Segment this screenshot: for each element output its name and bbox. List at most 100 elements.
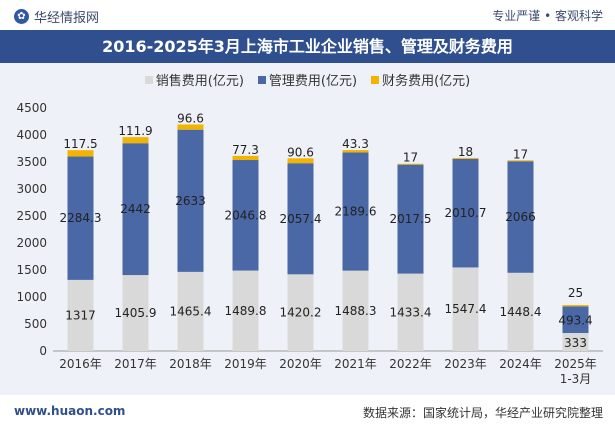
data-source: 数据来源：国家统计局，华经产业研究院整理 bbox=[362, 406, 603, 420]
bar-0-4 bbox=[287, 274, 314, 351]
bar-0-0 bbox=[67, 279, 94, 351]
data-label-0-9: 333 bbox=[564, 336, 587, 350]
data-label-0-6: 1433.4 bbox=[390, 305, 432, 319]
x-tick-label-4: 2020年 bbox=[279, 357, 322, 371]
website-url[interactable]: www.huaon.com bbox=[14, 404, 126, 418]
slogan: 专业严谨 • 客观科学 bbox=[492, 9, 603, 23]
legend-swatch-0 bbox=[144, 75, 153, 84]
stacked-bar-chart: 0 500 1000 1500 2000 2500 3000 3500 4000 4500 1317… bbox=[16, 101, 603, 386]
data-label-0-8: 1448.4 bbox=[500, 305, 542, 319]
y-tick-label-5: 2500 bbox=[16, 209, 47, 223]
data-label-1-6: 2017.5 bbox=[390, 212, 432, 226]
bar-2-5 bbox=[342, 150, 369, 153]
bar-2-3 bbox=[232, 155, 259, 161]
bar-1-8 bbox=[507, 161, 534, 273]
data-label-2-0: 117.5 bbox=[63, 137, 97, 151]
data-label-2-7: 18 bbox=[458, 145, 473, 159]
x-tick-label-9: 2025年 bbox=[554, 357, 597, 371]
footer: www.huaon.com 数据来源：国家统计局，华经产业研究院整理 bbox=[0, 395, 615, 427]
y-tick-label-9: 4500 bbox=[16, 101, 47, 115]
bar-1-5 bbox=[342, 152, 369, 271]
data-label-2-6: 17 bbox=[403, 151, 418, 165]
bar-2-1 bbox=[122, 137, 149, 144]
legend-label-2: 财务费用(亿元) bbox=[382, 74, 471, 89]
legend-swatch-2 bbox=[371, 75, 380, 84]
data-label-0-3: 1489.8 bbox=[225, 304, 267, 318]
bar-1-4 bbox=[287, 163, 314, 275]
bar-1-1 bbox=[122, 143, 149, 276]
data-label-2-3: 77.3 bbox=[232, 143, 259, 157]
data-label-1-5: 2189.6 bbox=[335, 205, 377, 219]
legend-swatch-1 bbox=[257, 75, 266, 84]
data-label-2-4: 90.6 bbox=[287, 145, 314, 159]
data-label-0-4: 1420.2 bbox=[280, 306, 322, 320]
brand: ✿ 华经情报网 bbox=[14, 7, 99, 26]
data-label-1-1: 2442 bbox=[120, 202, 151, 216]
data-label-1-2: 2633 bbox=[175, 194, 206, 208]
x-tick-label-3: 2019年 bbox=[224, 357, 267, 371]
bar-2-6 bbox=[397, 163, 424, 165]
legend-item-2: 财务费用(亿元) bbox=[371, 70, 470, 89]
y-tick-label-8: 4000 bbox=[16, 128, 47, 142]
data-label-2-9: 25 bbox=[568, 286, 583, 300]
y-tick-label-2: 1000 bbox=[16, 290, 47, 304]
legend-item-0: 销售费用(亿元) bbox=[144, 70, 244, 89]
y-tick-label-6: 3000 bbox=[16, 182, 47, 196]
x-tick-label-0: 2016年 bbox=[59, 357, 102, 371]
bar-2-9 bbox=[562, 305, 589, 307]
data-label-0-0: 1317 bbox=[65, 308, 96, 322]
x-tick-label-9-line2: 1-3月 bbox=[560, 372, 592, 386]
data-label-1-8: 2066 bbox=[505, 210, 536, 224]
bar-1-2 bbox=[177, 129, 204, 272]
bar-2-8 bbox=[507, 160, 534, 162]
brand-logo-icon: ✿ bbox=[14, 9, 29, 24]
bar-2-2 bbox=[177, 124, 204, 130]
brand-name: 华经情报网 bbox=[34, 11, 100, 26]
legend-item-1: 管理费用(亿元) bbox=[257, 70, 358, 89]
bar-0-6 bbox=[397, 273, 424, 351]
data-label-2-1: 111.9 bbox=[118, 124, 152, 138]
bar-1-0 bbox=[67, 156, 94, 280]
bar-0-2 bbox=[177, 271, 204, 351]
bar-1-3 bbox=[232, 160, 259, 271]
y-tick-label-4: 2000 bbox=[16, 236, 47, 250]
data-label-1-9: 493.4 bbox=[558, 313, 592, 327]
x-tick-label-1: 2017年 bbox=[114, 357, 157, 371]
data-label-1-3: 2046.8 bbox=[225, 208, 267, 222]
x-tick-label-8: 2024年 bbox=[499, 357, 542, 371]
bar-2-0 bbox=[67, 150, 94, 157]
y-tick-label-1: 500 bbox=[24, 317, 47, 331]
data-label-0-2: 1465.4 bbox=[170, 304, 212, 318]
y-tick-label-0: 0 bbox=[39, 344, 47, 358]
y-tick-label-7: 3500 bbox=[16, 155, 47, 169]
data-label-2-5: 43.3 bbox=[342, 137, 369, 151]
bar-0-3 bbox=[232, 270, 259, 351]
bar-1-9 bbox=[562, 306, 589, 334]
chart-legend: 销售费用(亿元) 管理费用(亿元) 财务费用(亿元) bbox=[0, 70, 615, 89]
bar-1-6 bbox=[397, 164, 424, 274]
data-label-0-1: 1405.9 bbox=[115, 306, 157, 320]
data-label-2-2: 96.6 bbox=[177, 111, 204, 125]
bar-0-8 bbox=[507, 272, 534, 351]
x-tick-label-2: 2018年 bbox=[169, 357, 212, 371]
y-tick-label-3: 1500 bbox=[16, 263, 47, 277]
x-tick-label-7: 2023年 bbox=[444, 357, 487, 371]
data-label-1-7: 2010.7 bbox=[445, 206, 487, 220]
legend-label-1: 管理费用(亿元) bbox=[268, 74, 358, 89]
bar-2-7 bbox=[452, 157, 479, 159]
bar-0-1 bbox=[122, 275, 149, 351]
data-label-0-5: 1488.3 bbox=[335, 304, 377, 318]
data-label-1-4: 2057.4 bbox=[280, 212, 322, 226]
top-bar: ✿ 华经情报网 专业严谨 • 客观科学 bbox=[0, 0, 615, 30]
x-tick-label-5: 2021年 bbox=[334, 357, 377, 371]
bar-0-5 bbox=[342, 270, 369, 351]
bar-0-9 bbox=[562, 333, 589, 351]
x-tick-label-6: 2022年 bbox=[389, 357, 432, 371]
data-label-0-7: 1547.4 bbox=[445, 302, 487, 316]
bar-0-7 bbox=[452, 267, 479, 351]
data-label-2-8: 17 bbox=[513, 147, 528, 161]
legend-label-0: 销售费用(亿元) bbox=[155, 74, 244, 89]
chart-title: 2016-2025年3月上海市工业企业销售、管理及财务费用 bbox=[0, 30, 615, 63]
bar-2-4 bbox=[287, 158, 314, 164]
